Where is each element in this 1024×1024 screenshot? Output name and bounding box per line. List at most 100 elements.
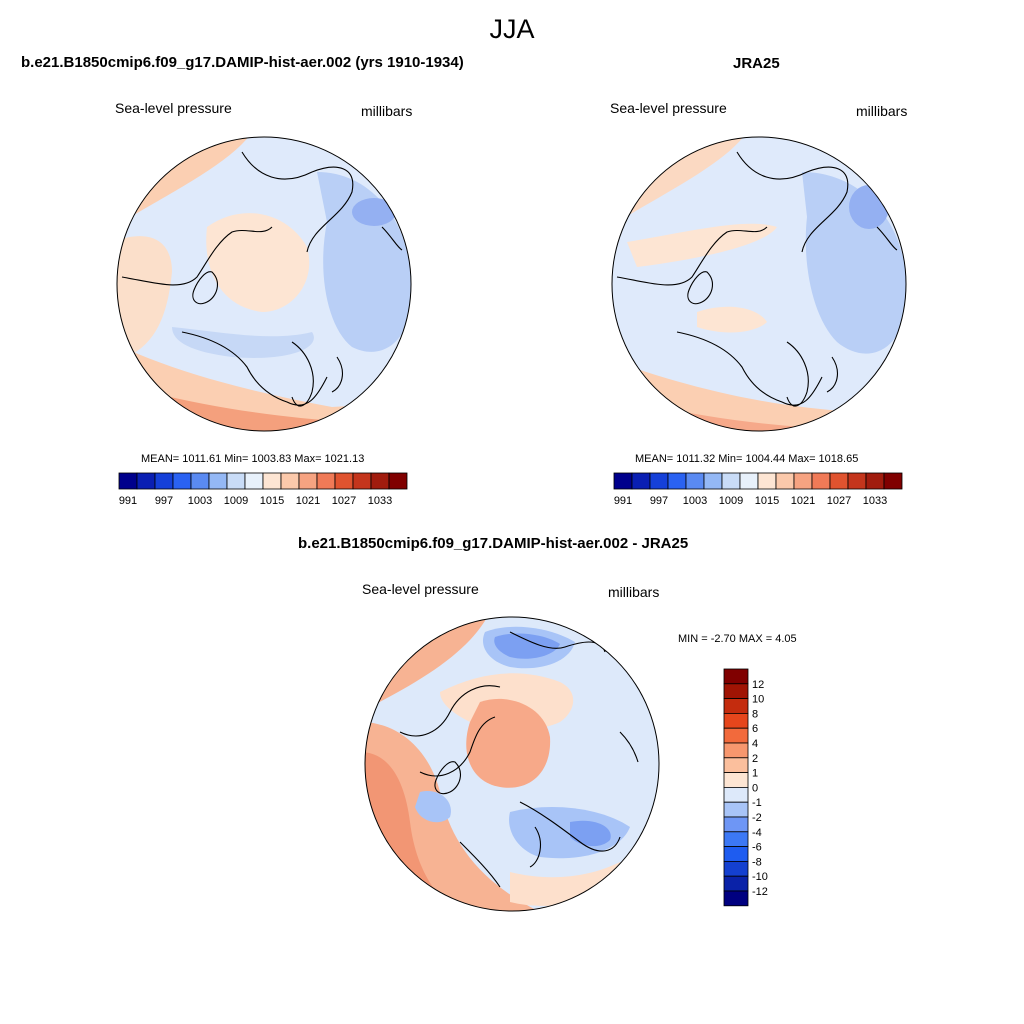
obs-field-asian-low-core bbox=[849, 185, 889, 229]
model-colorbar-tick: 1009 bbox=[224, 495, 248, 507]
diff-colorbar-tick: 6 bbox=[752, 723, 758, 735]
model-stats-line: MEAN= 1011.61 Min= 1003.83 Max= 1021.13 bbox=[141, 453, 365, 465]
diff-field-greenland-negative bbox=[415, 791, 451, 823]
diff-colorbar-box bbox=[723, 713, 749, 729]
obs-colorbar: 991 997 1003 1009 1015 1021 1027 1033 bbox=[613, 472, 903, 507]
obs-colorbar-tick: 1015 bbox=[755, 495, 779, 507]
diff-colorbar-tick: -8 bbox=[752, 856, 762, 868]
obs-colorbar-box bbox=[775, 472, 795, 490]
diff-colorbar-box bbox=[723, 860, 749, 877]
model-colorbar-box bbox=[388, 472, 408, 490]
model-colorbar-box bbox=[352, 472, 372, 490]
obs-panel-title: JRA25 bbox=[733, 55, 780, 72]
diff-colorbar-tick: 0 bbox=[752, 782, 758, 794]
obs-colorbar-box bbox=[757, 472, 777, 490]
model-colorbar-box bbox=[208, 472, 228, 490]
obs-colorbar-box bbox=[613, 472, 633, 490]
diff-colorbar-box bbox=[723, 683, 749, 699]
obs-colorbar-box bbox=[703, 472, 723, 490]
model-colorbar-box bbox=[190, 472, 210, 490]
diff-coastlines bbox=[399, 631, 639, 888]
obs-colorbar-box bbox=[631, 472, 651, 490]
diff-colorbar-box bbox=[723, 890, 749, 907]
diff-colorbar-tick: -6 bbox=[752, 842, 762, 854]
obs-colorbar-box bbox=[847, 472, 867, 490]
model-colorbar: 991 997 1003 1009 1015 1021 1027 1033 bbox=[118, 472, 408, 507]
diff-colorbar-box bbox=[723, 875, 749, 892]
obs-field-greenland-high bbox=[697, 306, 767, 333]
obs-colorbar-tick: 1033 bbox=[863, 495, 887, 507]
diff-colorbar-tick: 4 bbox=[752, 738, 758, 750]
diff-units-label: millibars bbox=[608, 584, 660, 600]
obs-colorbar-box bbox=[829, 472, 849, 490]
model-colorbar-box bbox=[280, 472, 300, 490]
model-units-label: millibars bbox=[361, 103, 413, 119]
model-coastlines bbox=[121, 151, 403, 407]
diff-colorbar-tick: 8 bbox=[752, 708, 758, 720]
model-field-american-sector bbox=[117, 236, 172, 362]
diff-colorbar-box bbox=[723, 668, 749, 685]
diff-colorbar-box bbox=[723, 831, 749, 848]
diff-colorbar-box bbox=[723, 801, 749, 818]
model-variable-label: Sea-level pressure bbox=[115, 100, 232, 116]
obs-colorbar-box bbox=[667, 472, 687, 490]
obs-colorbar-tick: 1021 bbox=[791, 495, 815, 507]
diff-stats-line: MIN = -2.70 MAX = 4.05 bbox=[678, 633, 797, 645]
obs-colorbar-tick: 997 bbox=[650, 495, 668, 507]
obs-colorbar-tick: 1003 bbox=[683, 495, 707, 507]
model-polar-map bbox=[116, 136, 412, 432]
figure-season-title: JJA bbox=[489, 14, 535, 44]
diff-colorbar-box bbox=[723, 757, 749, 774]
model-colorbar-box bbox=[118, 472, 138, 490]
obs-map-boundary bbox=[611, 136, 907, 432]
obs-colorbar-box bbox=[883, 472, 903, 490]
diff-colorbar-tick: 12 bbox=[752, 679, 764, 691]
diff-colorbar-tick: 10 bbox=[752, 694, 764, 706]
model-panel-title: b.e21.B1850cmip6.f09_g17.DAMIP-hist-aer.… bbox=[21, 54, 464, 71]
model-colorbar-box bbox=[262, 472, 282, 490]
obs-colorbar-box bbox=[721, 472, 741, 490]
model-colorbar-tick: 1027 bbox=[332, 495, 356, 507]
diff-colorbar-tick: -4 bbox=[752, 827, 762, 839]
diff-colorbar-box bbox=[723, 727, 749, 744]
diff-colorbar-tick: -2 bbox=[752, 812, 762, 824]
diff-colorbar-box bbox=[723, 698, 749, 714]
obs-colorbar-box bbox=[685, 472, 705, 490]
diff-colorbar-box bbox=[723, 742, 749, 759]
obs-colorbar-box bbox=[649, 472, 669, 490]
model-colorbar-box bbox=[136, 472, 156, 490]
obs-stats-line: MEAN= 1011.32 Min= 1004.44 Max= 1018.65 bbox=[635, 453, 859, 465]
obs-variable-label: Sea-level pressure bbox=[610, 100, 727, 116]
obs-colorbar-box bbox=[739, 472, 759, 490]
obs-field-arctic-ridge bbox=[627, 223, 777, 267]
diff-colorbar-box bbox=[723, 787, 749, 803]
model-colorbar-tick: 1003 bbox=[188, 495, 212, 507]
diff-colorbar-tick: -1 bbox=[752, 797, 762, 809]
obs-coastlines bbox=[616, 151, 898, 407]
diff-colorbar-box bbox=[723, 816, 749, 833]
model-colorbar-tick: 1021 bbox=[296, 495, 320, 507]
model-colorbar-tick: 997 bbox=[155, 495, 173, 507]
diff-polar-map bbox=[364, 616, 660, 912]
model-colorbar-tick: 1033 bbox=[368, 495, 392, 507]
model-field-asian-low-core bbox=[352, 198, 396, 226]
model-colorbar-box bbox=[154, 472, 174, 490]
diff-colorbar-tick: 2 bbox=[752, 753, 758, 765]
obs-colorbar-tick: 1027 bbox=[827, 495, 851, 507]
model-map-boundary bbox=[116, 136, 412, 432]
obs-colorbar-tick: 991 bbox=[614, 495, 632, 507]
diff-colorbar-tick: -10 bbox=[752, 871, 768, 883]
model-colorbar-box bbox=[244, 472, 264, 490]
diff-panel-title: b.e21.B1850cmip6.f09_g17.DAMIP-hist-aer.… bbox=[298, 535, 689, 552]
diff-colorbar-tick: 1 bbox=[752, 768, 758, 780]
diff-colorbar-box bbox=[723, 846, 749, 862]
model-colorbar-tick: 991 bbox=[119, 495, 137, 507]
diff-field-eurasia-negative-core bbox=[570, 820, 611, 847]
model-colorbar-box bbox=[334, 472, 354, 490]
diff-colorbar-tick: -12 bbox=[752, 886, 768, 898]
diff-variable-label: Sea-level pressure bbox=[362, 581, 479, 597]
obs-colorbar-box bbox=[793, 472, 813, 490]
model-colorbar-box bbox=[370, 472, 390, 490]
obs-polar-map bbox=[611, 136, 907, 432]
